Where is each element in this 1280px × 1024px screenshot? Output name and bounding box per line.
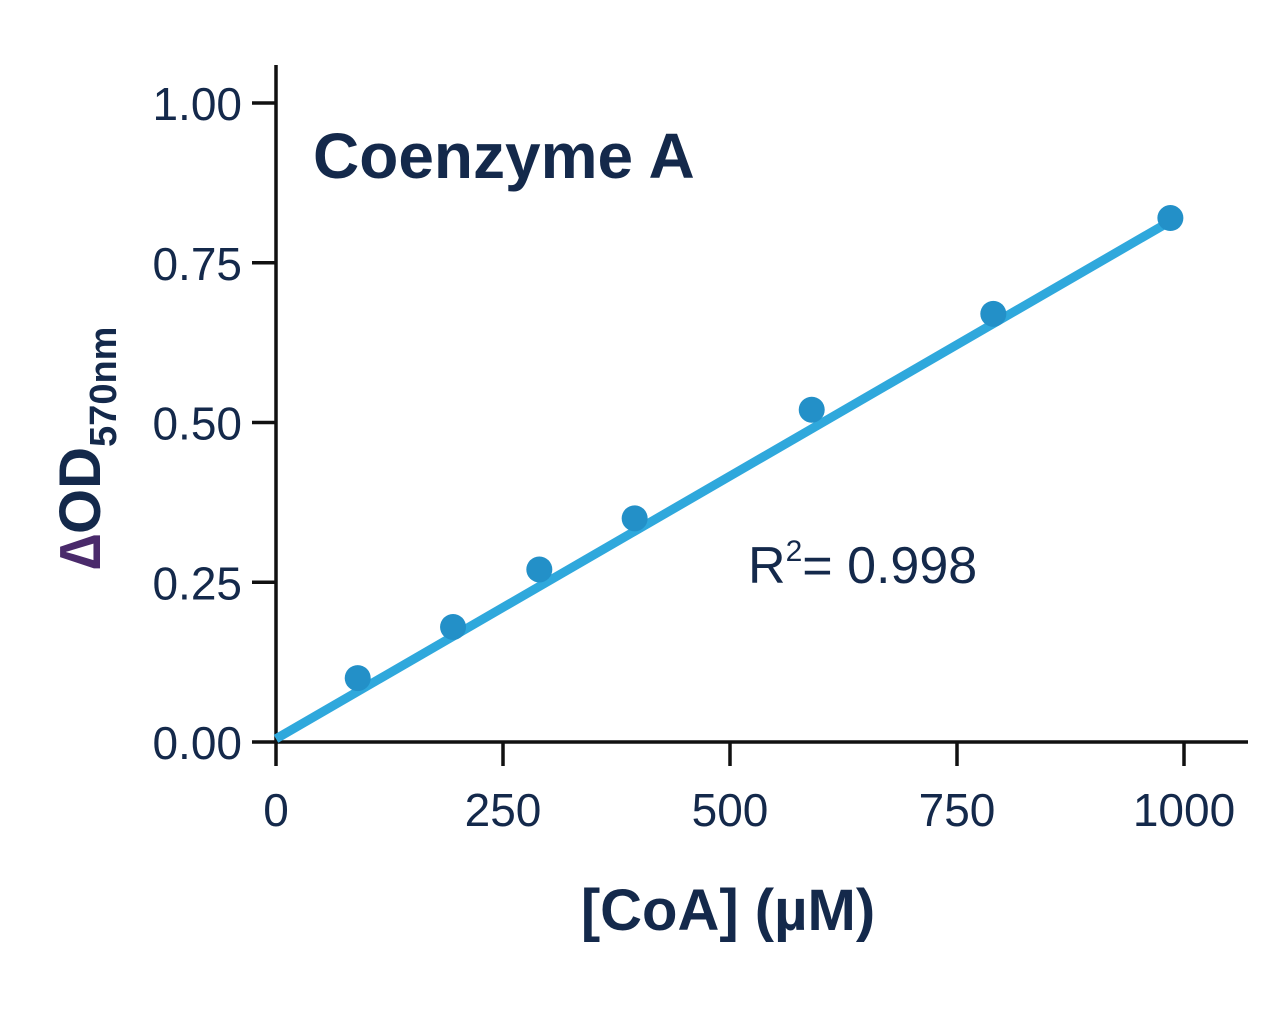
- y-axis-title: ∆OD570nm: [48, 327, 125, 570]
- y-tick-label-0: 0.00: [152, 717, 242, 769]
- fit-line: [273, 217, 1173, 743]
- x-tick-label-4: 1000: [1133, 784, 1235, 836]
- data-point-0: [344, 665, 371, 692]
- y-tick-label-4: 1.00: [152, 78, 242, 130]
- y-axis-title-main: OD: [48, 447, 113, 534]
- data-points: [344, 205, 1184, 692]
- x-tick-label-3: 750: [919, 784, 996, 836]
- y-tick-label-3: 0.75: [152, 238, 242, 290]
- chart-title: Coenzyme A: [313, 120, 695, 192]
- x-tick-label-2: 500: [692, 784, 769, 836]
- data-point-1: [440, 613, 467, 640]
- x-axis-title: [CoA] (µM): [581, 878, 875, 943]
- fit-line-group: [273, 217, 1173, 743]
- r-squared-annotation: R2= 0.998: [748, 535, 977, 595]
- x-tick-label-1: 250: [465, 784, 542, 836]
- data-point-2: [526, 556, 553, 583]
- data-point-4: [798, 396, 825, 423]
- axes: [274, 65, 1248, 744]
- x-ticks: 0 250 500 750 1000: [263, 742, 1235, 836]
- data-point-3: [621, 505, 648, 532]
- y-axis-title-subscript: 570nm: [83, 327, 125, 447]
- x-tick-label-0: 0: [263, 784, 289, 836]
- data-point-5: [980, 300, 1007, 327]
- y-tick-label-2: 0.50: [152, 398, 242, 450]
- data-point-6: [1157, 205, 1184, 232]
- y-ticks: 0.00 0.25 0.50 0.75 1.00: [152, 78, 276, 769]
- y-axis-title-delta: ∆: [48, 534, 113, 570]
- r-squared-base: R: [748, 537, 786, 595]
- r-squared-value: = 0.998: [802, 537, 977, 595]
- y-tick-label-1: 0.25: [152, 557, 242, 609]
- r-squared-exponent: 2: [786, 535, 803, 568]
